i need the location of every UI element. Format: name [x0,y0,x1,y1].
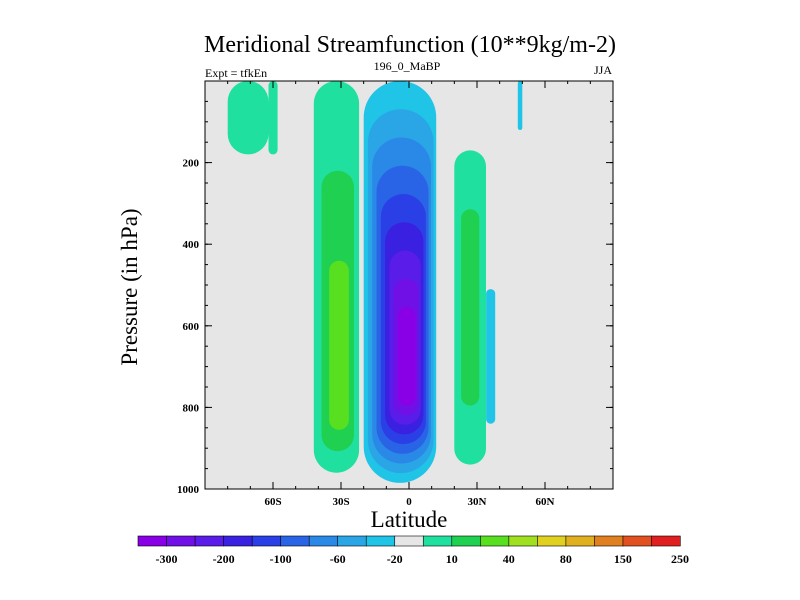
colorbar-label: 250 [671,552,689,566]
colorbar-label: -20 [387,552,403,566]
y-axis-label: Pressure (in hPa) [117,208,142,365]
colorbar-label: 80 [560,552,572,566]
left-label: Expt = tfkEn [205,66,267,80]
colorbar-swatch [251,535,282,547]
colorbar-swatch [194,535,225,547]
center-label: 196_0_MaBP [374,59,441,73]
colorbar-label: -300 [156,552,178,566]
colorbar-swatch [280,535,310,547]
colorbar-swatch [337,535,367,547]
colorbar-swatch [565,535,596,547]
colorbar-swatch [308,535,339,547]
x-tick-label: 30S [332,496,349,508]
contour-band-r1-l3 [329,260,349,430]
colorbar-swatch [422,535,453,547]
contour-band-r3-l1 [268,81,278,155]
x-tick-label: 0 [406,496,412,508]
contour-band-r6-l1 [517,81,523,130]
axis-ticks: 60S 30S 0 30N 60N 200 400 600 800 1000 [177,80,614,508]
colorbar-swatch [365,535,396,547]
x-tick-label: 60N [536,496,555,508]
x-axis-label: Latitude [371,507,448,532]
colorbar-swatch [223,535,253,547]
chart-title: Meridional Streamfunction (10**9kg/m-2) [204,32,616,58]
contour-band-r5-l1 [486,289,496,424]
colorbar-label: -100 [270,552,292,566]
colorbar-label: 40 [503,552,515,566]
colorbar-swatch [508,535,538,547]
colorbar-label: 150 [614,552,632,566]
colorbar-swatch [480,535,510,547]
y-tick-label: 600 [183,321,200,333]
contour-band-r2-l1 [227,81,269,155]
x-tick-label: 60S [264,496,281,508]
colorbar-swatch [537,535,567,547]
colorbar: -300 -200 -100 -60 -20 10 40 80 150 250 [137,535,689,566]
y-tick-label: 400 [183,239,200,251]
y-tick-label: 1000 [177,484,200,496]
y-tick-label: 800 [183,402,200,414]
colorbar-label: 10 [446,552,458,566]
colorbar-label: -200 [213,552,235,566]
contour-band-r0-l9 [397,307,416,406]
colorbar-swatch [651,535,681,547]
x-tick-label: 30N [468,496,487,508]
colorbar-swatch [451,535,481,547]
contour-band-r4-l2 [461,209,480,406]
colorbar-label: -60 [330,552,346,566]
contour-fill [227,81,523,483]
y-tick-label: 200 [183,158,200,170]
colorbar-swatch [622,535,653,547]
right-label: JJA [594,63,612,77]
colorbar-swatch [594,535,624,547]
colorbar-swatch [394,535,424,547]
colorbar-swatch [137,535,168,547]
colorbar-swatch [166,535,196,547]
